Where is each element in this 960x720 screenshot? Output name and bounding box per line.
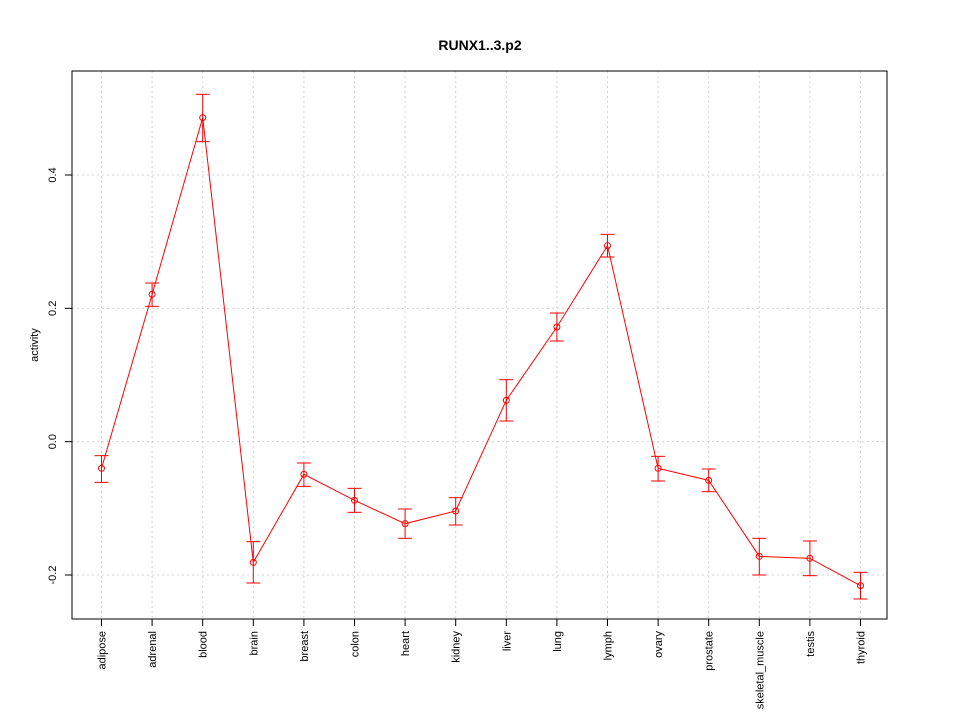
x-tick-label: brain xyxy=(248,631,260,655)
chart-title: RUNX1..3.p2 xyxy=(438,37,521,53)
data-point xyxy=(452,507,460,515)
x-tick-label: colon xyxy=(350,631,362,657)
x-axis: adipose adrenal blood brain breast colon heart… xyxy=(97,619,868,709)
error-bars xyxy=(94,93,868,600)
y-tick-label: 0.0 xyxy=(47,434,59,449)
data-point xyxy=(249,558,257,566)
data-point xyxy=(148,290,156,298)
grid xyxy=(72,71,887,619)
data-points xyxy=(98,114,864,590)
plot-frame xyxy=(71,70,888,620)
series-line xyxy=(101,117,861,587)
x-tick-label: breast xyxy=(299,631,311,662)
error-bar xyxy=(94,455,109,483)
x-tick-label: blood xyxy=(198,631,210,658)
x-tick-label: adipose xyxy=(97,631,109,670)
y-axis-label: activity xyxy=(29,328,41,362)
x-tick-label: testis xyxy=(805,631,817,657)
x-tick-label: skeletal_muscle xyxy=(754,631,766,709)
data-point xyxy=(755,552,763,560)
data-point xyxy=(553,323,561,331)
data-point xyxy=(351,496,358,504)
data-point xyxy=(857,582,864,590)
data-point xyxy=(199,114,207,122)
y-tick-label: 0.2 xyxy=(47,301,59,316)
data-point xyxy=(401,520,409,528)
y-tick-label: -0.2 xyxy=(47,566,59,585)
data-point xyxy=(654,464,662,472)
data-point xyxy=(502,396,510,404)
data-point xyxy=(98,464,105,472)
data-point xyxy=(806,554,814,562)
x-tick-label: heart xyxy=(400,631,412,656)
series-polyline xyxy=(101,117,861,587)
y-axis: -0.2 0.0 0.2 0.4 xyxy=(47,167,72,584)
x-tick-label: lymph xyxy=(603,631,615,660)
x-tick-label: liver xyxy=(501,631,513,652)
x-tick-label: ovary xyxy=(653,631,665,658)
x-tick-label: kidney xyxy=(451,631,463,663)
data-point xyxy=(705,476,713,484)
data-point xyxy=(604,242,611,250)
data-point xyxy=(300,470,308,478)
y-tick-label: 0.4 xyxy=(47,167,59,182)
x-tick-label: prostate xyxy=(704,631,716,671)
x-tick-label: thyroid xyxy=(856,631,868,664)
x-tick-label: adrenal xyxy=(147,631,159,668)
x-tick-label: lung xyxy=(552,631,564,652)
